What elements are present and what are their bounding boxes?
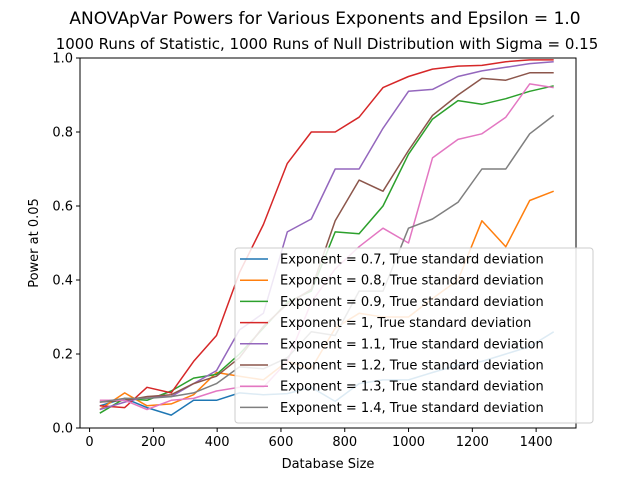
chart-subtitle: 1000 Runs of Statistic, 1000 Runs of Nul… [56,35,599,53]
legend-label: Exponent = 1.1, True standard deviation [280,337,544,352]
y-tick-label: 1.0 [52,52,73,67]
legend-box [234,247,594,424]
y-axis-ticks: 0.0 0.2 0.4 0.6 0.8 1.0 [52,52,80,437]
x-tick-label: 1200 [456,435,489,450]
chart-title: ANOVApVar Powers for Various Exponents a… [69,9,580,29]
axes-frame [79,57,577,429]
x-tick-label: 400 [205,435,230,450]
legend-label: Exponent = 1.2, True standard deviation [280,359,544,374]
x-axis-ticks: 0 200 400 600 800 1000 1200 1400 [85,428,553,450]
x-tick-label: 0 [85,435,93,450]
legend-label: Exponent = 0.7, True standard deviation [280,253,544,268]
legend-label: Exponent = 0.8, True standard deviation [280,274,544,289]
y-tick-label: 0.8 [52,126,73,141]
series-line-4 [99,59,554,409]
x-axis-label: Database Size [282,457,375,472]
x-tick-label: 1400 [520,435,553,450]
legend-label: Exponent = 1, True standard deviation [280,316,531,331]
legend-items: Exponent = 0.7, True standard deviation E… [240,253,544,416]
legend-label: Exponent = 1.4, True standard deviation [280,401,544,416]
y-axis-label: Power at 0.05 [27,198,42,288]
legend-label: Exponent = 1.3, True standard deviation [280,380,544,395]
y-tick-label: 0.0 [52,422,73,437]
y-tick-label: 0.4 [52,274,73,289]
legend: Exponent = 0.7, True standard deviation E… [234,247,594,424]
series-line-5 [99,60,554,411]
x-tick-label: 600 [269,435,294,450]
y-tick-label: 0.6 [52,200,73,215]
x-tick-label: 800 [332,435,357,450]
legend-label: Exponent = 0.9, True standard deviation [280,295,544,310]
y-tick-label: 0.2 [52,348,73,363]
x-tick-label: 1000 [392,435,425,450]
x-tick-label: 200 [141,435,166,450]
